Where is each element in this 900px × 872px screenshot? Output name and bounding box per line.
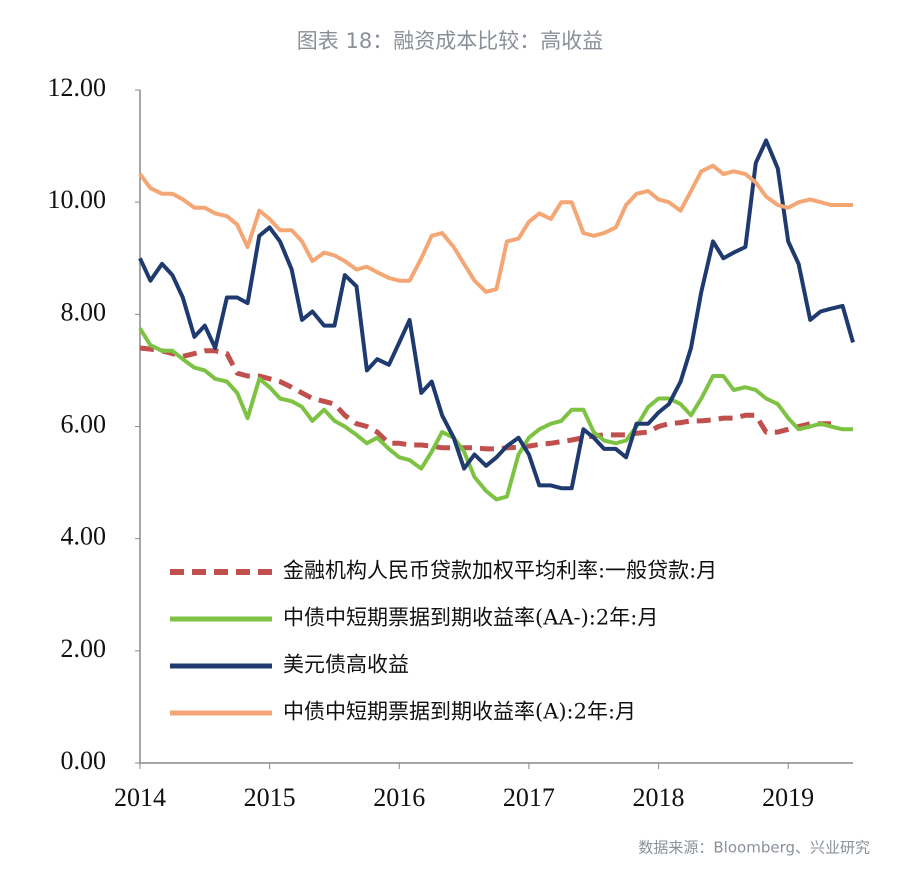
series-line <box>139 345 831 452</box>
legend-label: 中债中短期票据到期收益率(AA-):2年:月 <box>283 606 658 630</box>
series-line <box>138 163 853 294</box>
legend-label: 中债中短期票据到期收益率(A):2年:月 <box>283 700 636 724</box>
x-tick-label: 2019 <box>762 783 814 812</box>
chart-title: 图表 18：融资成本比较：高收益 <box>297 29 603 53</box>
series-line <box>138 138 855 491</box>
y-tick-label: 2.00 <box>61 634 107 663</box>
y-tick-label: 4.00 <box>61 522 107 551</box>
y-tick-label: 12.00 <box>48 73 107 102</box>
legend-label: 金融机构人民币贷款加权平均利率:一般贷款:月 <box>283 559 717 583</box>
y-tick-label: 10.00 <box>48 185 107 214</box>
y-tick-label: 6.00 <box>61 409 107 438</box>
x-tick-label: 2014 <box>114 783 166 812</box>
source-note: 数据来源：Bloomberg、兴业研究 <box>638 839 870 857</box>
x-tick-label: 2015 <box>244 783 296 812</box>
x-tick-label: 2018 <box>633 783 685 812</box>
y-tick-label: 8.00 <box>61 297 107 326</box>
legend-label: 美元债高收益 <box>283 653 409 677</box>
series-line <box>138 327 853 502</box>
x-tick-label: 2016 <box>373 783 425 812</box>
x-tick-label: 2017 <box>503 783 555 812</box>
y-tick-label: 0.00 <box>61 746 107 775</box>
